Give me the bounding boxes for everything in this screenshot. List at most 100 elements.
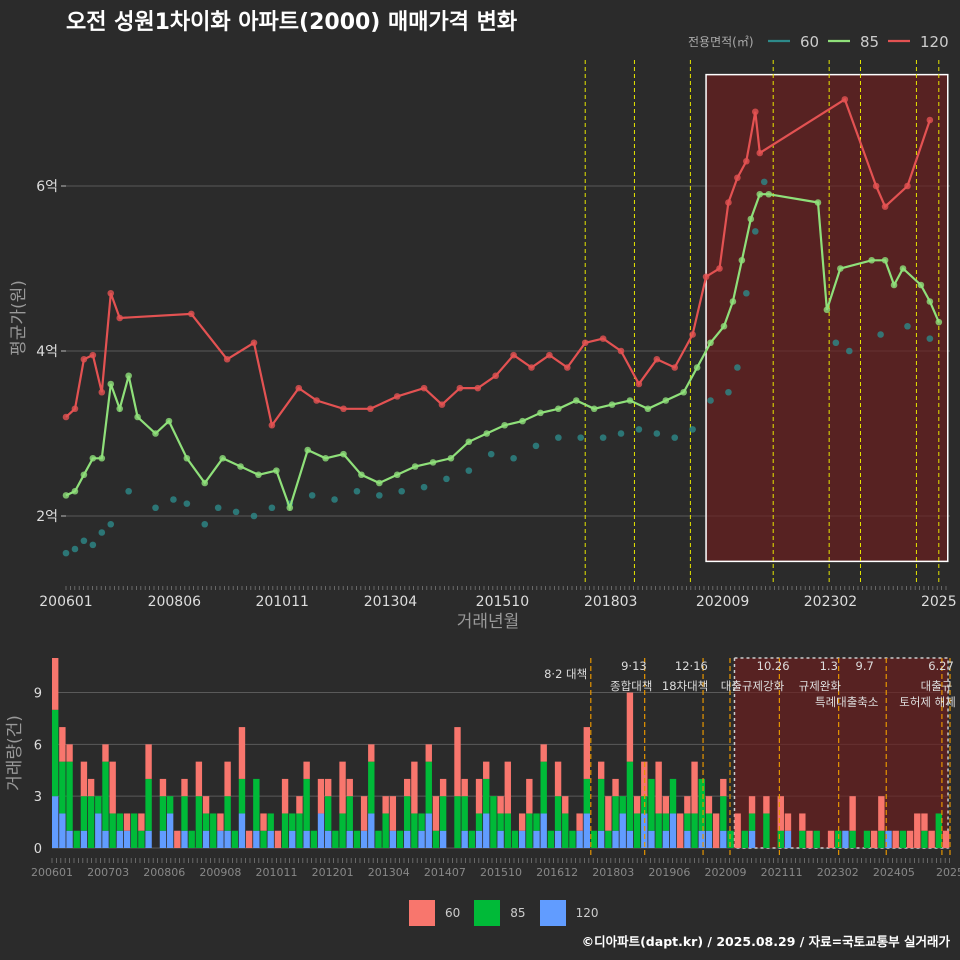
bar-60: [562, 796, 569, 814]
bar-120: [662, 830, 670, 848]
bar-120: [404, 830, 411, 848]
bar-85: [80, 796, 88, 831]
bar-60: [504, 761, 511, 814]
bar-60: [921, 813, 928, 831]
x-tick-label: 200908: [199, 866, 241, 879]
x-tick-label: 202302: [817, 866, 859, 879]
bar-85: [109, 813, 116, 848]
bar-60: [281, 778, 289, 814]
bar-120: [59, 813, 66, 848]
annotation-name: 대출규제강화: [721, 679, 785, 693]
bar-85: [159, 796, 167, 831]
bar-60: [317, 778, 325, 814]
x-tick-label: 200703: [87, 866, 129, 879]
bar-60: [368, 744, 375, 762]
bar-85: [562, 813, 569, 848]
bar-60: [454, 727, 461, 797]
annotation-date: 9.7: [856, 659, 874, 673]
bar-85: [145, 778, 152, 831]
bar-60: [554, 761, 562, 797]
bar-120: [748, 830, 756, 848]
bar-85: [705, 813, 713, 831]
bar-85: [720, 796, 727, 831]
annotation-date: 1.3: [820, 659, 838, 673]
legend-label-60: 60: [800, 33, 819, 51]
bar-120: [116, 830, 124, 848]
bar-120: [648, 830, 655, 848]
legend-item-60: 60: [409, 900, 460, 926]
bar-120: [346, 830, 353, 848]
x-tick-label: 201803: [592, 866, 634, 879]
y-axis-label: 거래량(건): [5, 715, 25, 791]
bar-85: [619, 796, 626, 814]
bar-60: [626, 692, 634, 762]
bar-120: [52, 796, 59, 848]
point-60: [510, 454, 517, 462]
point-60: [671, 434, 679, 441]
point-60: [904, 322, 911, 330]
bar-60: [59, 727, 66, 762]
bar-85: [116, 813, 124, 831]
bar-85: [210, 813, 217, 848]
bar-85: [662, 813, 670, 831]
bar-60: [827, 830, 835, 848]
annotation-name: 특례대출축소: [815, 695, 878, 709]
bar-60: [662, 796, 670, 814]
bar-85: [332, 830, 339, 848]
x-tick-label: 202405: [873, 866, 915, 879]
bar-60: [705, 796, 713, 814]
bar-60: [720, 778, 727, 797]
bar-120: [842, 830, 849, 848]
legend-label-85: 85: [510, 906, 526, 920]
point-60: [599, 434, 607, 441]
bar-85: [626, 761, 634, 831]
y-tick-label: 2억: [36, 509, 58, 525]
bar-60: [497, 796, 504, 814]
bar-120: [619, 813, 626, 848]
bar-120: [533, 830, 540, 848]
bar-120: [303, 830, 310, 848]
bar-120: [389, 830, 397, 848]
bar-85: [605, 830, 612, 848]
annotation-name: 토허제 해제: [899, 695, 956, 709]
point-60: [743, 289, 750, 297]
point-60: [845, 347, 853, 355]
bar-60: [87, 778, 95, 797]
bar-120: [497, 830, 504, 848]
x-tick-label: 201304: [364, 594, 418, 610]
bar-120: [626, 830, 634, 848]
bar-120: [885, 830, 892, 848]
point-60: [214, 504, 222, 512]
bar-60: [583, 727, 590, 779]
bar-60: [425, 744, 432, 762]
point-60: [465, 467, 473, 474]
legend-label-120: 120: [920, 33, 949, 51]
point-60: [250, 512, 258, 520]
bar-60: [217, 813, 224, 831]
bar-85: [669, 778, 677, 814]
bar-60: [914, 813, 921, 848]
bar-60: [138, 813, 145, 831]
point-60: [725, 388, 732, 396]
bar-60: [195, 761, 203, 797]
bar-85: [533, 813, 540, 831]
bar-120: [324, 830, 332, 848]
bar-85: [296, 813, 303, 848]
bar-120: [554, 830, 562, 848]
bar-85: [483, 778, 490, 814]
x-tick-label: 202009: [696, 594, 749, 610]
bar-60: [80, 761, 88, 797]
bar-60: [942, 830, 950, 848]
bar-120: [583, 813, 590, 848]
bar-60: [411, 761, 418, 814]
bar-85: [863, 830, 871, 848]
bar-60: [734, 813, 741, 848]
x-tick-label: 201803: [584, 594, 637, 610]
bar-85: [691, 813, 698, 848]
bar-85: [267, 813, 274, 831]
bar-120: [669, 813, 677, 848]
point-60: [760, 178, 768, 186]
bar-85: [813, 830, 820, 848]
y-tick-label: 0: [34, 842, 42, 857]
bar-120: [289, 830, 296, 848]
